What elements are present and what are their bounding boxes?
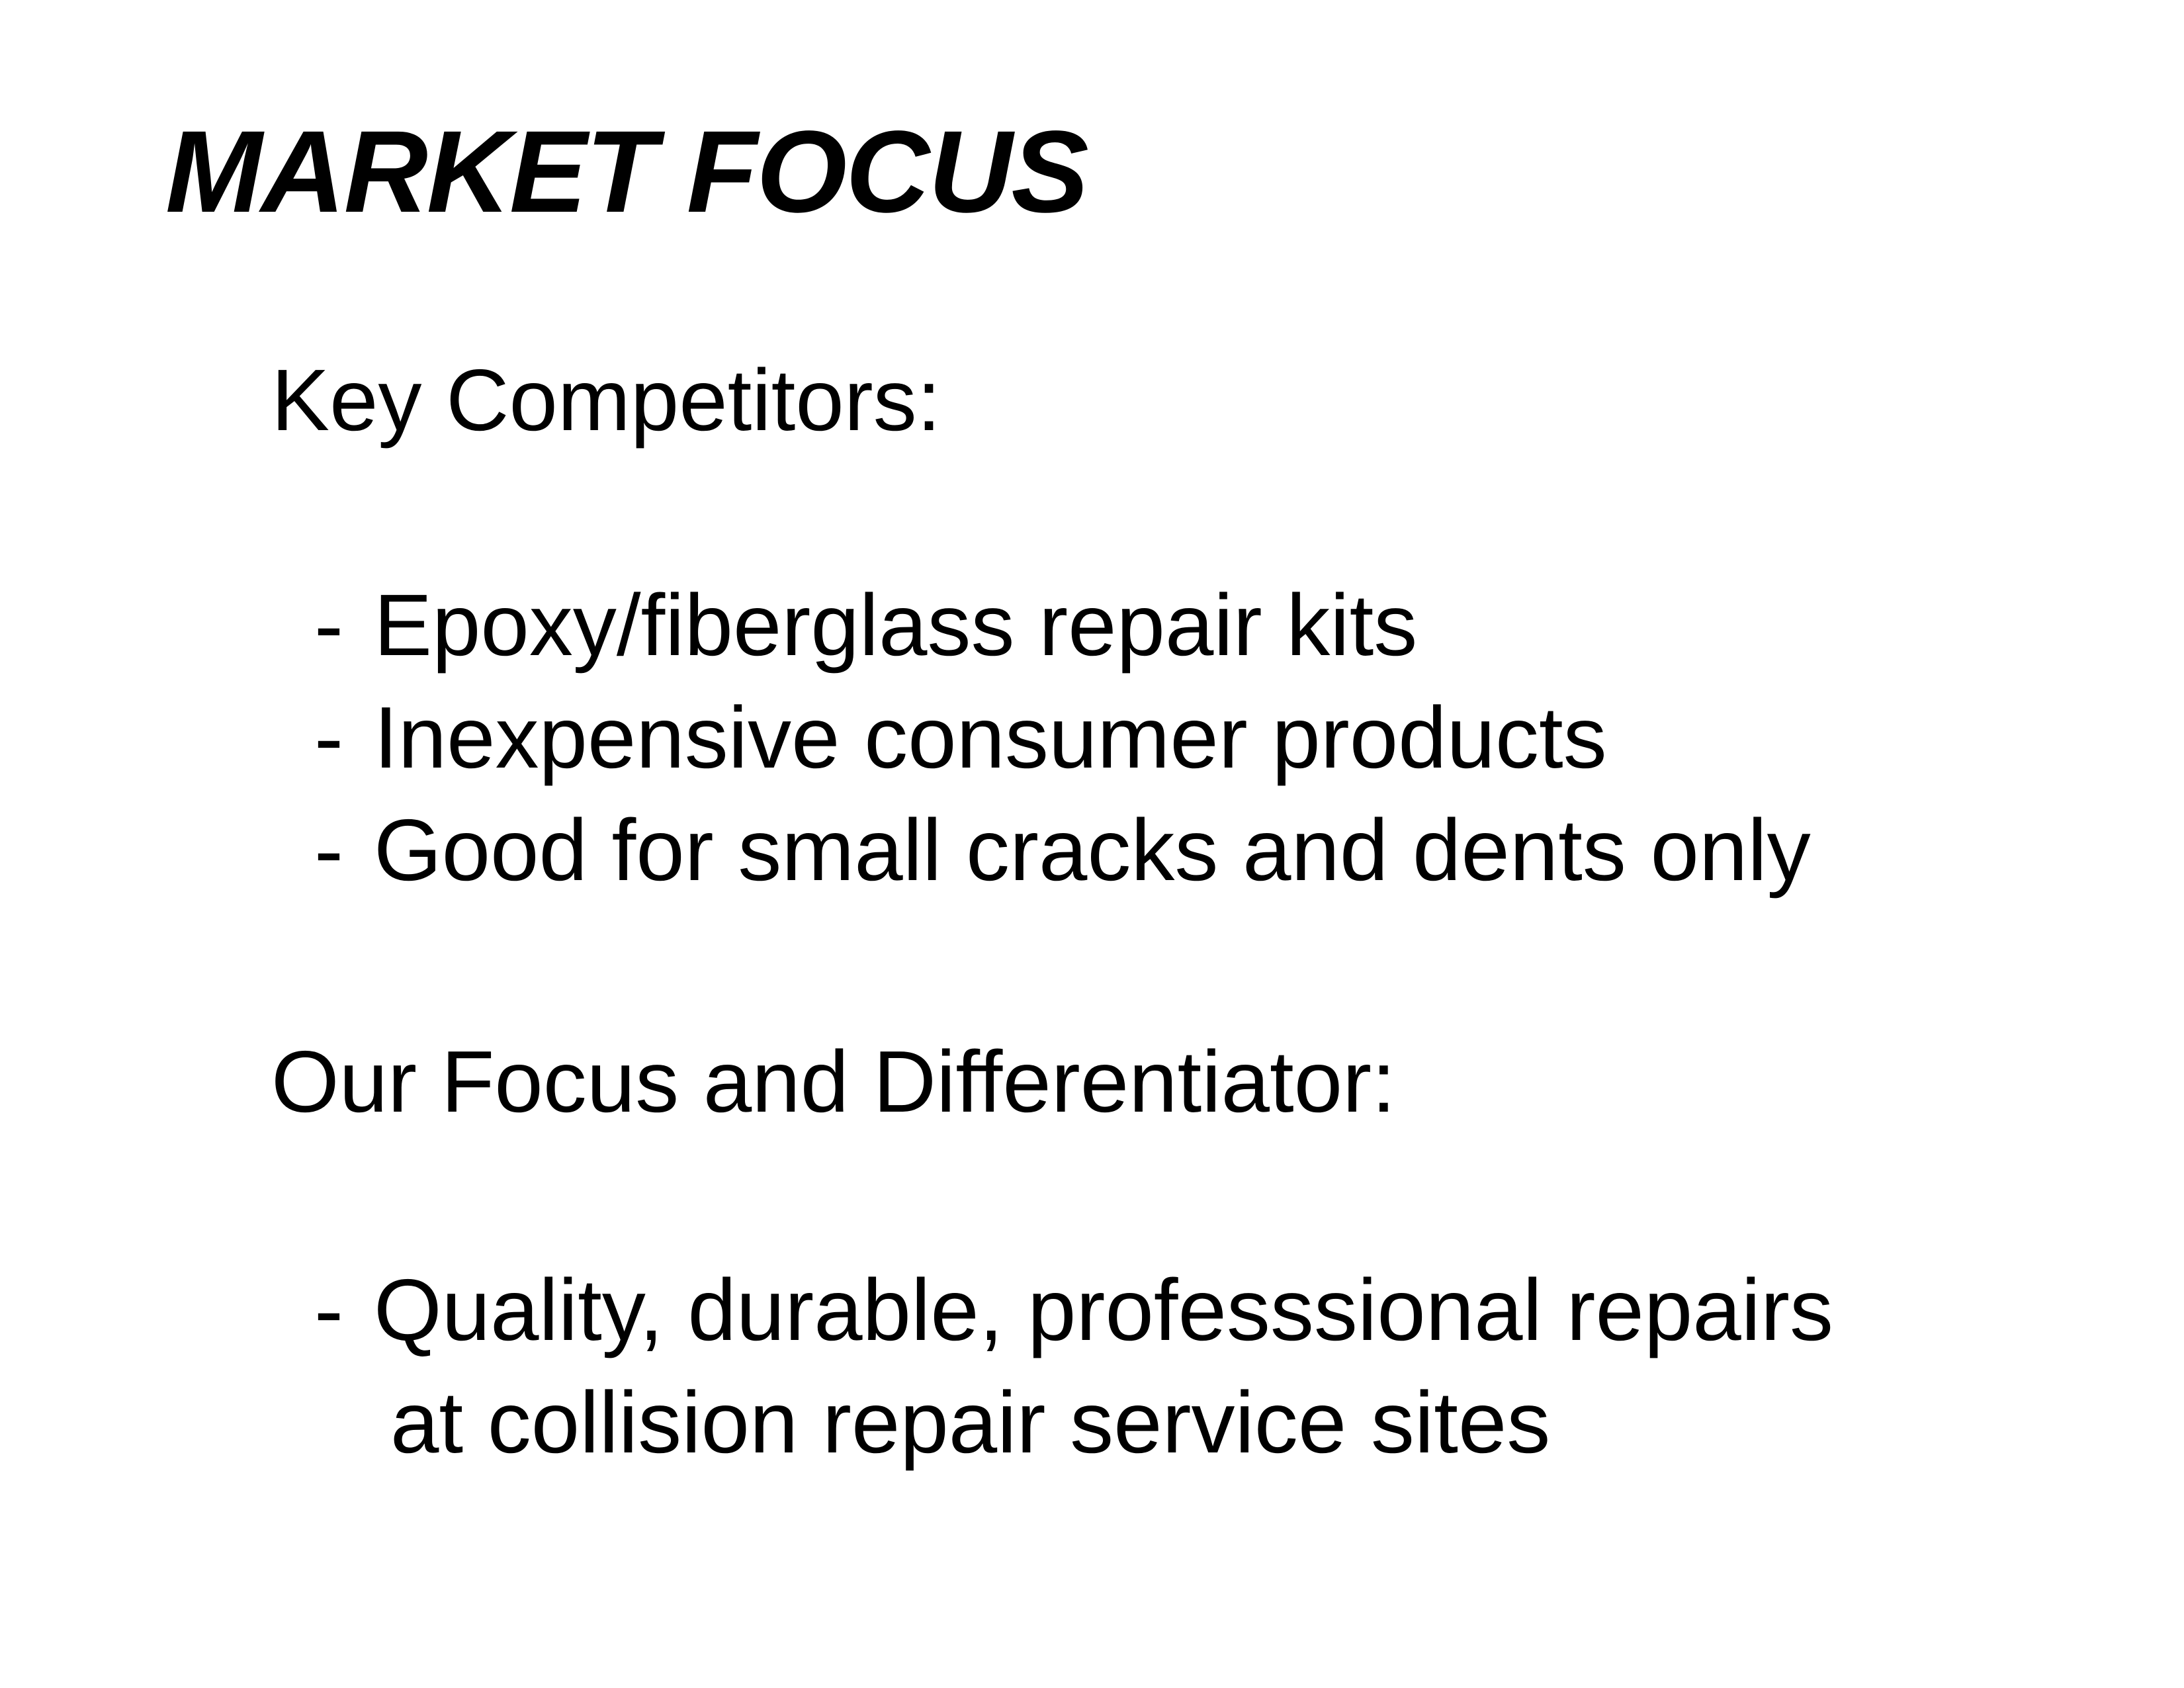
list-item: - Good for small cracks and dents only	[314, 794, 1811, 907]
our-focus-list: - Quality, durable, professsional repairs…	[314, 1254, 1833, 1479]
bullet-dash: -	[314, 801, 343, 899]
section-heading-our-focus: Our Focus and Differentiator:	[271, 1033, 1396, 1130]
list-item: - Inexpensive consumer products	[314, 682, 1811, 794]
bullet-text: Quality, durable, professsional repairs	[374, 1261, 1833, 1358]
bullet-continuation-text: at collision repair service sites	[390, 1374, 1551, 1471]
list-item: - Quality, durable, professsional repairs…	[314, 1254, 1833, 1479]
bullet-text: Inexpensive consumer products	[374, 689, 1607, 786]
section-heading-key-competitors: Key Competitors:	[271, 351, 941, 449]
bullet-dash: -	[314, 689, 343, 786]
bullet-text: Good for small cracks and dents only	[374, 801, 1811, 899]
key-competitors-list: - Epoxy/fiberglass repair kits - Inexpensi…	[314, 569, 1811, 907]
bullet-dash: -	[314, 576, 343, 674]
list-item: - Epoxy/fiberglass repair kits	[314, 569, 1811, 682]
bullet-dash: -	[314, 1261, 343, 1358]
slide-title: MARKET FOCUS	[165, 107, 1089, 237]
bullet-text: Epoxy/fiberglass repair kits	[374, 576, 1418, 674]
